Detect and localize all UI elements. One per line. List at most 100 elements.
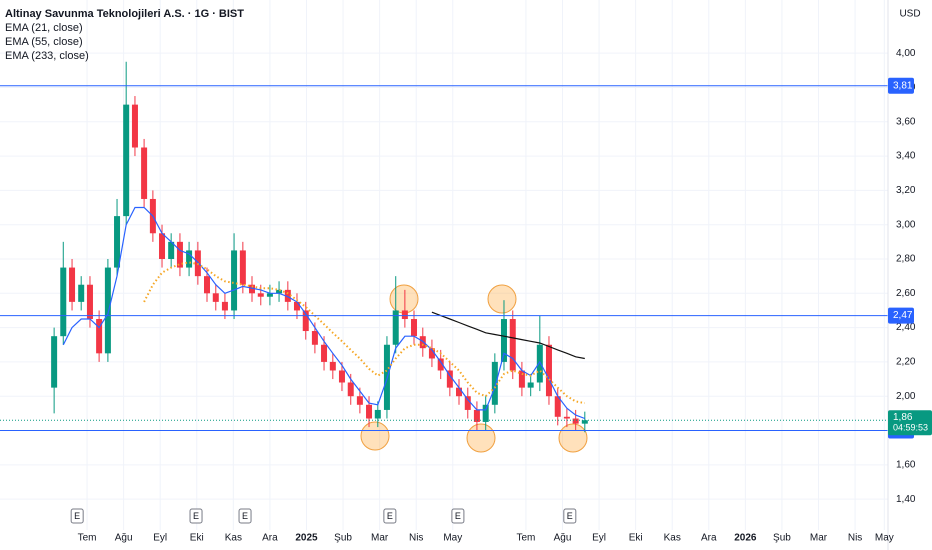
candle-body bbox=[51, 336, 58, 388]
plot bbox=[0, 61, 888, 433]
candle-body bbox=[347, 382, 354, 397]
candle-body bbox=[509, 319, 516, 371]
candle-body bbox=[374, 409, 381, 419]
y-tick-label: 3,40 bbox=[896, 151, 916, 162]
candle-body bbox=[545, 344, 552, 397]
candle-body bbox=[338, 370, 345, 383]
x-tick-label: Nis bbox=[848, 533, 862, 544]
x-tick-label: 2026 bbox=[734, 533, 757, 544]
level-label: 2,47 bbox=[893, 310, 913, 321]
currency: USD bbox=[899, 9, 920, 20]
candle-body bbox=[60, 267, 67, 337]
chart-title: Altinay Savunma Teknolojileri A.S. · 1G … bbox=[5, 8, 244, 20]
x-tick-label: Şub bbox=[334, 533, 352, 544]
x-tick-label: May bbox=[443, 533, 462, 544]
event-label: E bbox=[455, 511, 461, 521]
last-price-box bbox=[888, 410, 932, 436]
highlight-circle bbox=[466, 423, 496, 453]
candle-body bbox=[329, 361, 336, 371]
candle-body bbox=[311, 331, 318, 345]
highlight-circle bbox=[389, 284, 419, 314]
ema-line bbox=[431, 311, 585, 360]
candle-body bbox=[221, 301, 228, 311]
candle-body bbox=[473, 409, 480, 422]
x-tick-label: Ağu bbox=[115, 533, 133, 544]
y-tick-label: 3,00 bbox=[896, 219, 916, 230]
candle-body bbox=[257, 293, 264, 297]
candle-body bbox=[437, 358, 444, 371]
candle-body bbox=[168, 241, 175, 259]
y-tick-label: 1,40 bbox=[896, 494, 916, 505]
candle-body bbox=[204, 276, 211, 294]
candle-body bbox=[572, 418, 579, 424]
candle-body bbox=[78, 284, 85, 302]
x-tick-label: Kas bbox=[225, 533, 242, 544]
event-label: E bbox=[387, 511, 393, 521]
candle-body bbox=[231, 250, 238, 311]
candle-body bbox=[356, 396, 363, 405]
candle-body bbox=[276, 289, 283, 294]
candle-body bbox=[455, 387, 462, 397]
level-label-box bbox=[888, 77, 914, 94]
x-tick-label: Nis bbox=[409, 533, 423, 544]
y-tick-label: 1,60 bbox=[896, 459, 916, 470]
candle-body bbox=[563, 416, 570, 419]
candle-body bbox=[96, 319, 103, 354]
y-tick-label: 3,20 bbox=[896, 185, 916, 196]
x-tick-label: Eki bbox=[190, 533, 204, 544]
candle-body bbox=[581, 420, 588, 424]
candle-body bbox=[536, 344, 543, 383]
y-tick-label: 4,00 bbox=[896, 48, 916, 59]
candle-body bbox=[392, 310, 399, 345]
candle-body bbox=[284, 289, 291, 302]
x-tick-label: Eyl bbox=[153, 533, 167, 544]
y-tick-label: 2,20 bbox=[896, 357, 916, 368]
ema-line bbox=[143, 261, 585, 405]
candle-body bbox=[321, 344, 328, 362]
candle-body bbox=[464, 396, 471, 410]
x-tick-label: Mar bbox=[810, 533, 828, 544]
ema-line bbox=[62, 206, 586, 420]
event-label: E bbox=[74, 511, 80, 521]
candle-body bbox=[239, 250, 246, 285]
candle-body bbox=[554, 396, 561, 417]
candle-body bbox=[186, 250, 193, 268]
candle-body bbox=[411, 319, 418, 337]
event-marker bbox=[563, 508, 577, 524]
candle-body bbox=[482, 404, 489, 422]
candle-body bbox=[248, 284, 255, 294]
legend-entry: EMA (55, close) bbox=[5, 36, 83, 48]
x-tick-label: 2025 bbox=[295, 533, 318, 544]
countdown: 04:59:53 bbox=[893, 423, 928, 433]
candle-body bbox=[123, 104, 130, 217]
candle-body bbox=[104, 267, 111, 354]
candle-body bbox=[366, 404, 373, 419]
x-tick-label: May bbox=[875, 533, 894, 544]
candle-body bbox=[141, 147, 148, 199]
event-marker bbox=[451, 508, 465, 524]
level-label: 3,81 bbox=[893, 80, 913, 91]
candle-body bbox=[159, 233, 166, 259]
x-tick-label: Mar bbox=[371, 533, 389, 544]
x-tick-label: Tem bbox=[516, 533, 535, 544]
last-price-label: 1,86 bbox=[893, 412, 913, 423]
level-label-box bbox=[888, 307, 914, 324]
y-tick-label: 2,80 bbox=[896, 254, 916, 265]
y-tick-label: 2,60 bbox=[896, 288, 916, 299]
candle-body bbox=[176, 241, 183, 268]
candle-body bbox=[527, 382, 534, 388]
candle-body bbox=[293, 301, 300, 311]
highlight-circle bbox=[558, 423, 588, 453]
x-tick-label: Ara bbox=[262, 533, 278, 544]
event-marker bbox=[189, 508, 203, 524]
legend-entry: EMA (233, close) bbox=[5, 50, 89, 62]
candle-body bbox=[491, 361, 498, 405]
y-tick-label: 3,60 bbox=[896, 116, 916, 127]
candle-body bbox=[401, 310, 408, 320]
candle-body bbox=[500, 319, 507, 362]
candle-body bbox=[428, 348, 435, 359]
candle-body bbox=[86, 284, 93, 320]
candle-body bbox=[419, 336, 426, 349]
